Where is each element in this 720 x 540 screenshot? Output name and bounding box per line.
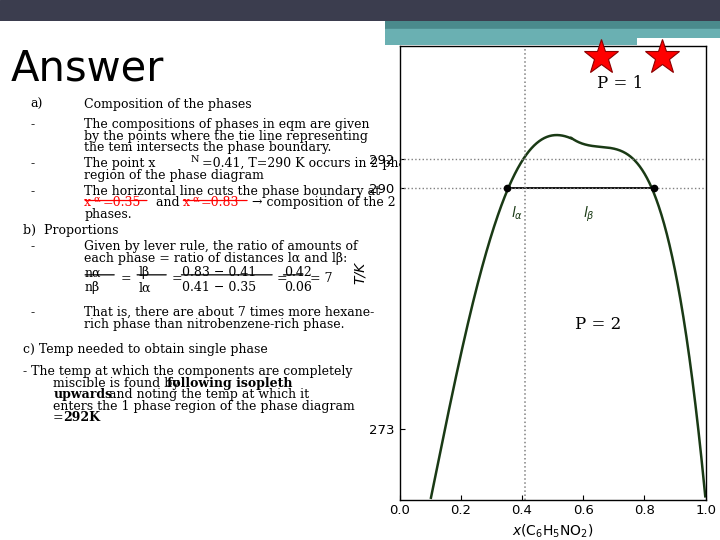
Text: x: x xyxy=(84,197,91,210)
Text: c) Temp needed to obtain single phase: c) Temp needed to obtain single phase xyxy=(22,343,267,356)
X-axis label: $x(\mathrm{C_6H_5NO_2})$: $x(\mathrm{C_6H_5NO_2})$ xyxy=(512,523,593,540)
Text: $l_\beta$: $l_\beta$ xyxy=(583,205,595,224)
Text: =0.35: =0.35 xyxy=(103,197,141,210)
Text: =: = xyxy=(172,272,183,285)
Text: Answer: Answer xyxy=(11,48,164,90)
Text: 0.41 − 0.35: 0.41 − 0.35 xyxy=(182,281,256,294)
Bar xyxy=(385,29,720,38)
Text: lα: lα xyxy=(138,281,150,294)
Text: rich phase than nitrobenzene-rich phase.: rich phase than nitrobenzene-rich phase. xyxy=(84,318,345,330)
Text: The compositions of phases in eqm are given: The compositions of phases in eqm are gi… xyxy=(84,118,370,131)
Text: α: α xyxy=(192,194,199,204)
Text: phases.: phases. xyxy=(84,208,132,221)
Text: - The temp at which the components are completely: - The temp at which the components are c… xyxy=(22,365,352,378)
Text: each phase = ratio of distances lα and lβ:: each phase = ratio of distances lα and l… xyxy=(84,252,348,265)
Text: miscible is found by: miscible is found by xyxy=(53,377,184,390)
Text: → composition of the 2: → composition of the 2 xyxy=(252,197,395,210)
Text: =: = xyxy=(53,411,68,424)
Text: -: - xyxy=(30,157,35,170)
Text: The point x: The point x xyxy=(84,157,156,170)
Text: -: - xyxy=(30,185,35,198)
Text: 292K: 292K xyxy=(63,411,100,424)
Text: $l_\alpha$: $l_\alpha$ xyxy=(511,205,523,222)
Text: Given by lever rule, the ratio of amounts of: Given by lever rule, the ratio of amount… xyxy=(84,240,358,253)
Text: 0.42: 0.42 xyxy=(284,266,312,279)
Text: lβ: lβ xyxy=(138,266,150,279)
Text: =0.83: =0.83 xyxy=(201,197,239,210)
Text: 0.83 − 0.41: 0.83 − 0.41 xyxy=(182,266,257,279)
Text: P = 2: P = 2 xyxy=(575,316,621,333)
Text: P = 1: P = 1 xyxy=(597,76,643,92)
Text: by the points where the tie line representing: by the points where the tie line represe… xyxy=(84,130,368,143)
Text: -: - xyxy=(30,306,35,319)
Text: a): a) xyxy=(30,98,42,111)
Text: N: N xyxy=(190,156,199,164)
Text: The horizontal line cuts the phase boundary at: The horizontal line cuts the phase bound… xyxy=(84,185,380,198)
Text: =: = xyxy=(121,272,132,285)
Text: = 7: = 7 xyxy=(310,272,332,285)
Text: and noting the temp at which it: and noting the temp at which it xyxy=(105,388,310,401)
Text: enters the 1 phase region of the phase diagram: enters the 1 phase region of the phase d… xyxy=(53,400,355,413)
Text: 0.06: 0.06 xyxy=(284,281,312,294)
Text: x: x xyxy=(182,197,189,210)
Text: following isopleth: following isopleth xyxy=(167,377,292,390)
Text: b)  Proportions: b) Proportions xyxy=(22,224,118,237)
Text: the tem intersects the phase boundary.: the tem intersects the phase boundary. xyxy=(84,141,332,154)
Y-axis label: T/K: T/K xyxy=(353,261,366,284)
Text: nβ: nβ xyxy=(84,281,99,294)
Bar xyxy=(385,21,720,29)
Text: -: - xyxy=(30,118,35,131)
Text: -: - xyxy=(30,240,35,253)
Text: Composition of the phases: Composition of the phases xyxy=(84,98,252,111)
Text: region of the phase diagram: region of the phase diagram xyxy=(84,169,264,182)
Text: α: α xyxy=(94,194,101,204)
Text: upwards: upwards xyxy=(53,388,112,401)
Text: nα: nα xyxy=(84,266,101,279)
Text: That is, there are about 7 times more hexane-: That is, there are about 7 times more he… xyxy=(84,306,374,319)
Text: =: = xyxy=(276,272,287,285)
Text: and: and xyxy=(152,197,184,210)
Text: =0.41, T=290 K occurs in 2 phase: =0.41, T=290 K occurs in 2 phase xyxy=(202,157,420,170)
